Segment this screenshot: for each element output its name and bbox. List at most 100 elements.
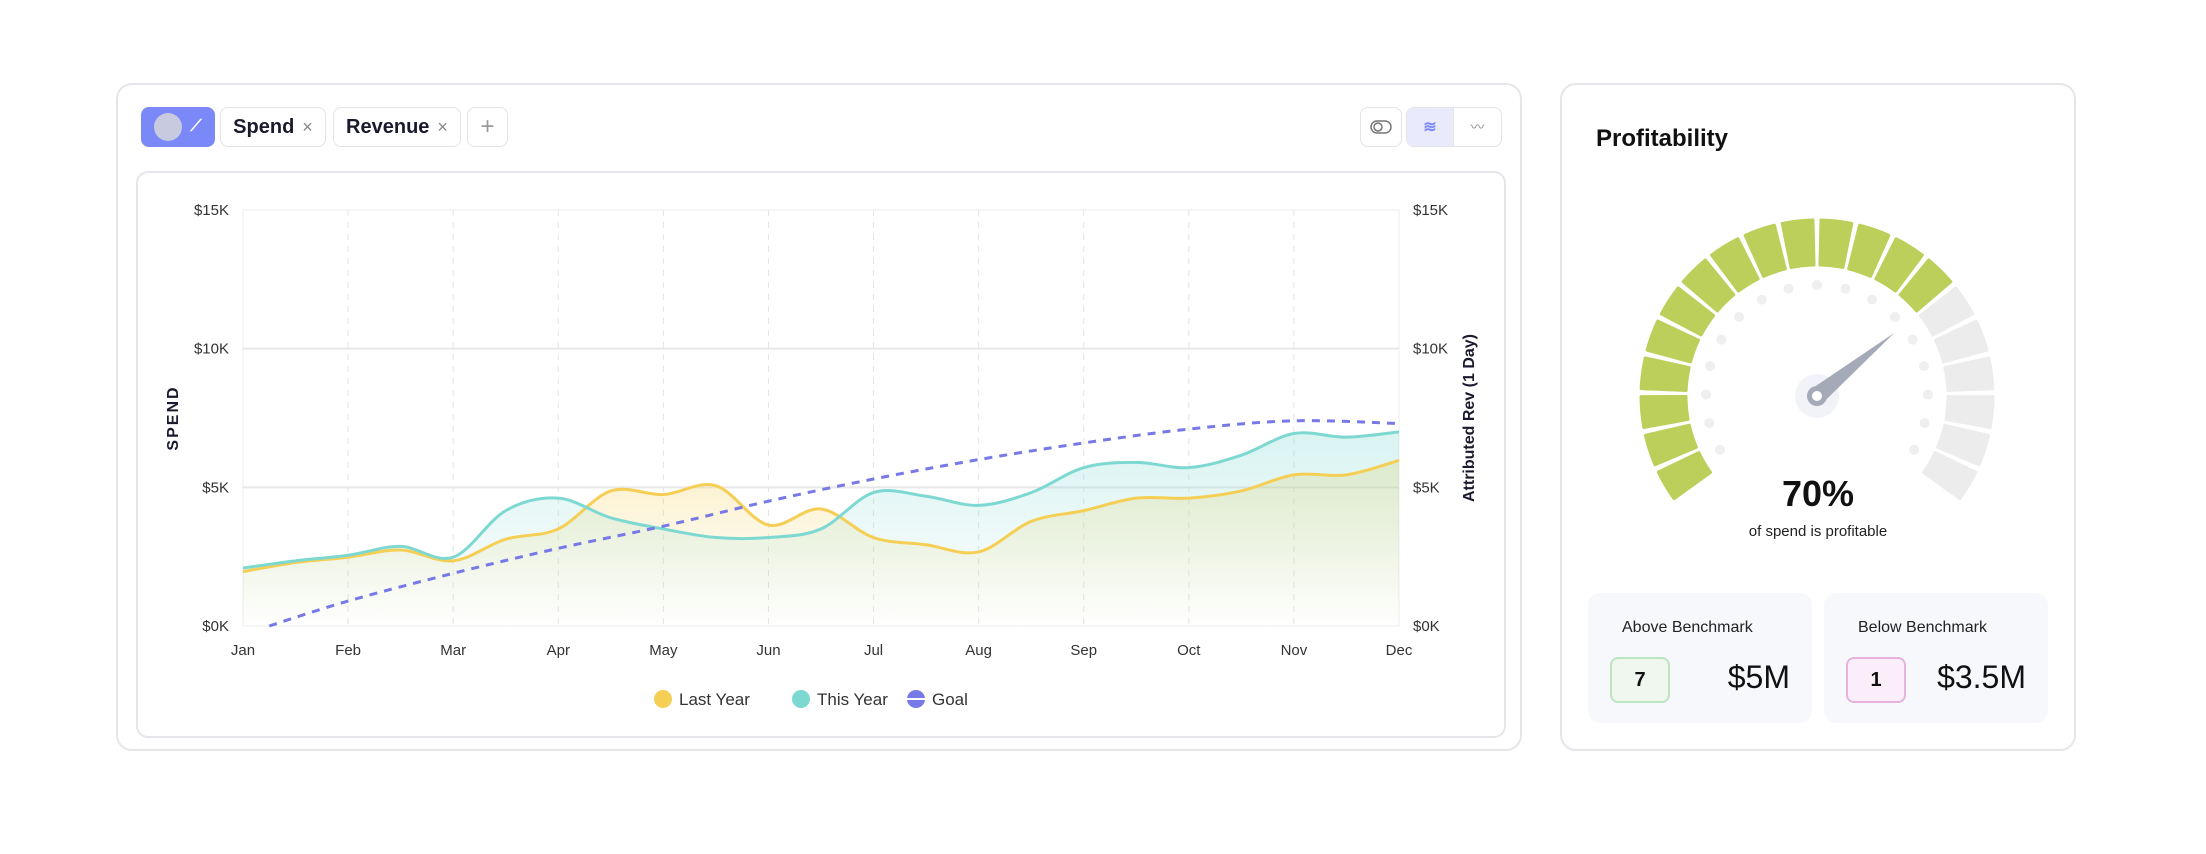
x-tick-label: Jun (756, 642, 780, 659)
gauge-segment (1944, 394, 1995, 429)
below-benchmark-panel: Below Benchmark 1 $3.5M (1824, 593, 2048, 723)
above-benchmark-panel: Above Benchmark 7 $5M (1588, 593, 1812, 723)
gauge-tick-dot (1840, 283, 1851, 294)
gauge-tick-dot (1756, 294, 1767, 305)
chip-spend[interactable]: Spend × (220, 107, 326, 147)
gauge-segment (1874, 237, 1924, 293)
chart-type-group: ≋ 〰 (1406, 107, 1502, 147)
close-icon[interactable]: × (302, 116, 313, 137)
gauge-segment (1921, 451, 1978, 501)
gauge-percent: 70% (1781, 473, 1855, 514)
gauge-segment (1898, 258, 1953, 313)
gauge-tick-dot (1714, 444, 1725, 455)
telescope-icon: ⟋ (190, 118, 202, 135)
compare-toggle-button[interactable] (1360, 107, 1402, 147)
gauge-segment (1943, 356, 1995, 393)
close-icon[interactable]: × (437, 116, 448, 137)
gauge-tick-dot (1867, 294, 1878, 305)
gauge-tick-dot (1922, 389, 1933, 400)
gauge-tick-dot (1919, 418, 1930, 429)
gauge-tick-dot (1716, 334, 1727, 345)
gauge-segment (1643, 423, 1698, 467)
x-tick-label: Jan (231, 642, 255, 659)
y-tick-label-right: $15K (1413, 202, 1448, 219)
bench-label: Above Benchmark (1622, 619, 1753, 636)
gauge-tick-dot (1918, 361, 1929, 372)
gauge-tick-dot (1705, 361, 1716, 372)
profitability-gauge (1639, 218, 1995, 501)
x-tick-label: Mar (440, 642, 466, 659)
y-axis-label-left: SPEND (165, 385, 182, 450)
this-year-line (242, 430, 1400, 570)
bench-count: 7 (1610, 657, 1670, 703)
gauge-segment (1780, 218, 1816, 270)
x-tick-label: Oct (1177, 642, 1201, 659)
spend-revenue-chart: Jan Feb Mar Apr May Jun Jul Aug Sep Oct Nov Dec$0K $… (165, 202, 1478, 709)
y-tick-label-left: $0K (202, 618, 229, 635)
back-circle-icon (154, 113, 183, 141)
goal-line (268, 419, 1400, 628)
spend-revenue-card: ⟋ Spend × Revenue × + ≋ 〰 Jan Feb Mar Apr May J… (116, 83, 1522, 751)
chart-container: Jan Feb Mar Apr May Jun Jul Aug Sep Oct Nov Dec $0K $… (136, 171, 1506, 738)
y-tick-label-left: $5K (202, 479, 229, 496)
chip-revenue[interactable]: Revenue × (333, 107, 461, 147)
y-tick-label-right: $0K (1413, 618, 1440, 635)
y-tick-label-right: $10K (1413, 341, 1448, 358)
y-tick-label-left: $10K (194, 341, 229, 358)
area-wave-icon: ≋ (1423, 119, 1437, 136)
chip-label: Spend (233, 115, 295, 138)
x-tick-label: Sep (1070, 642, 1097, 659)
gauge-segment (1681, 258, 1736, 313)
bench-label: Below Benchmark (1858, 619, 1987, 636)
bench-value: $3.5M (1937, 659, 2026, 695)
card-title: Profitability (1596, 125, 1729, 152)
gauge-tick-dot (1783, 283, 1794, 294)
gauge-segment (1659, 286, 1716, 337)
area-chart-button[interactable]: ≋ (1407, 108, 1455, 146)
add-metric-button[interactable]: + (467, 107, 508, 147)
x-tick-label: Aug (965, 642, 992, 659)
gauge-segment (1639, 356, 1691, 393)
line-chart-button[interactable]: 〰 (1454, 108, 1501, 146)
gauge-segment (1934, 319, 1989, 364)
x-tick-label: Dec (1386, 642, 1413, 659)
legend-label: Goal (932, 690, 968, 709)
legend-swatch (654, 690, 672, 708)
gauge-tick-dot (1909, 444, 1920, 455)
legend-label: This Year (817, 690, 888, 709)
gauge-segment (1710, 237, 1760, 293)
x-tick-label: Apr (547, 642, 570, 659)
collapse-toggle-button[interactable]: ⟋ (141, 107, 215, 147)
gauge-tick-dot (1734, 311, 1745, 322)
bench-value: $5M (1727, 659, 1790, 695)
needle-hub-center (1812, 391, 1822, 401)
gauge-tick-dot (1907, 334, 1918, 345)
gauge-segment (1743, 223, 1787, 278)
x-tick-label: Jul (864, 642, 883, 659)
gauge-segment (1918, 286, 1975, 337)
gauge-segment (1847, 223, 1891, 278)
y-tick-label-right: $5K (1413, 479, 1440, 496)
gauge-needle (1811, 332, 1895, 403)
line-icon: 〰 (1470, 119, 1485, 135)
gauge-segment (1936, 423, 1991, 467)
gauge-tick-dot (1812, 280, 1822, 290)
profitability-card: Profitability 70% of spend is profitable… (1560, 83, 2076, 751)
legend-label: Last Year (679, 690, 750, 709)
bench-count: 1 (1846, 657, 1906, 703)
x-tick-label: Feb (335, 642, 361, 659)
x-tick-label: Nov (1281, 642, 1308, 659)
x-tick-label: May (649, 642, 678, 659)
plus-icon: + (480, 113, 495, 140)
gauge-segment (1656, 451, 1713, 501)
gauge-tick-dot (1701, 389, 1712, 400)
gauge-segment (1639, 394, 1690, 429)
y-tick-label-left: $15K (194, 202, 229, 219)
gauge-segment (1645, 319, 1700, 364)
y-axis-label-right: Attributed Rev (1 Day) (1461, 334, 1478, 502)
toggle-icon (1370, 120, 1392, 134)
gauge-segment (1818, 218, 1854, 270)
last-year-line (242, 458, 1400, 574)
chip-label: Revenue (346, 115, 430, 138)
gauge-tick-dot (1889, 311, 1900, 322)
